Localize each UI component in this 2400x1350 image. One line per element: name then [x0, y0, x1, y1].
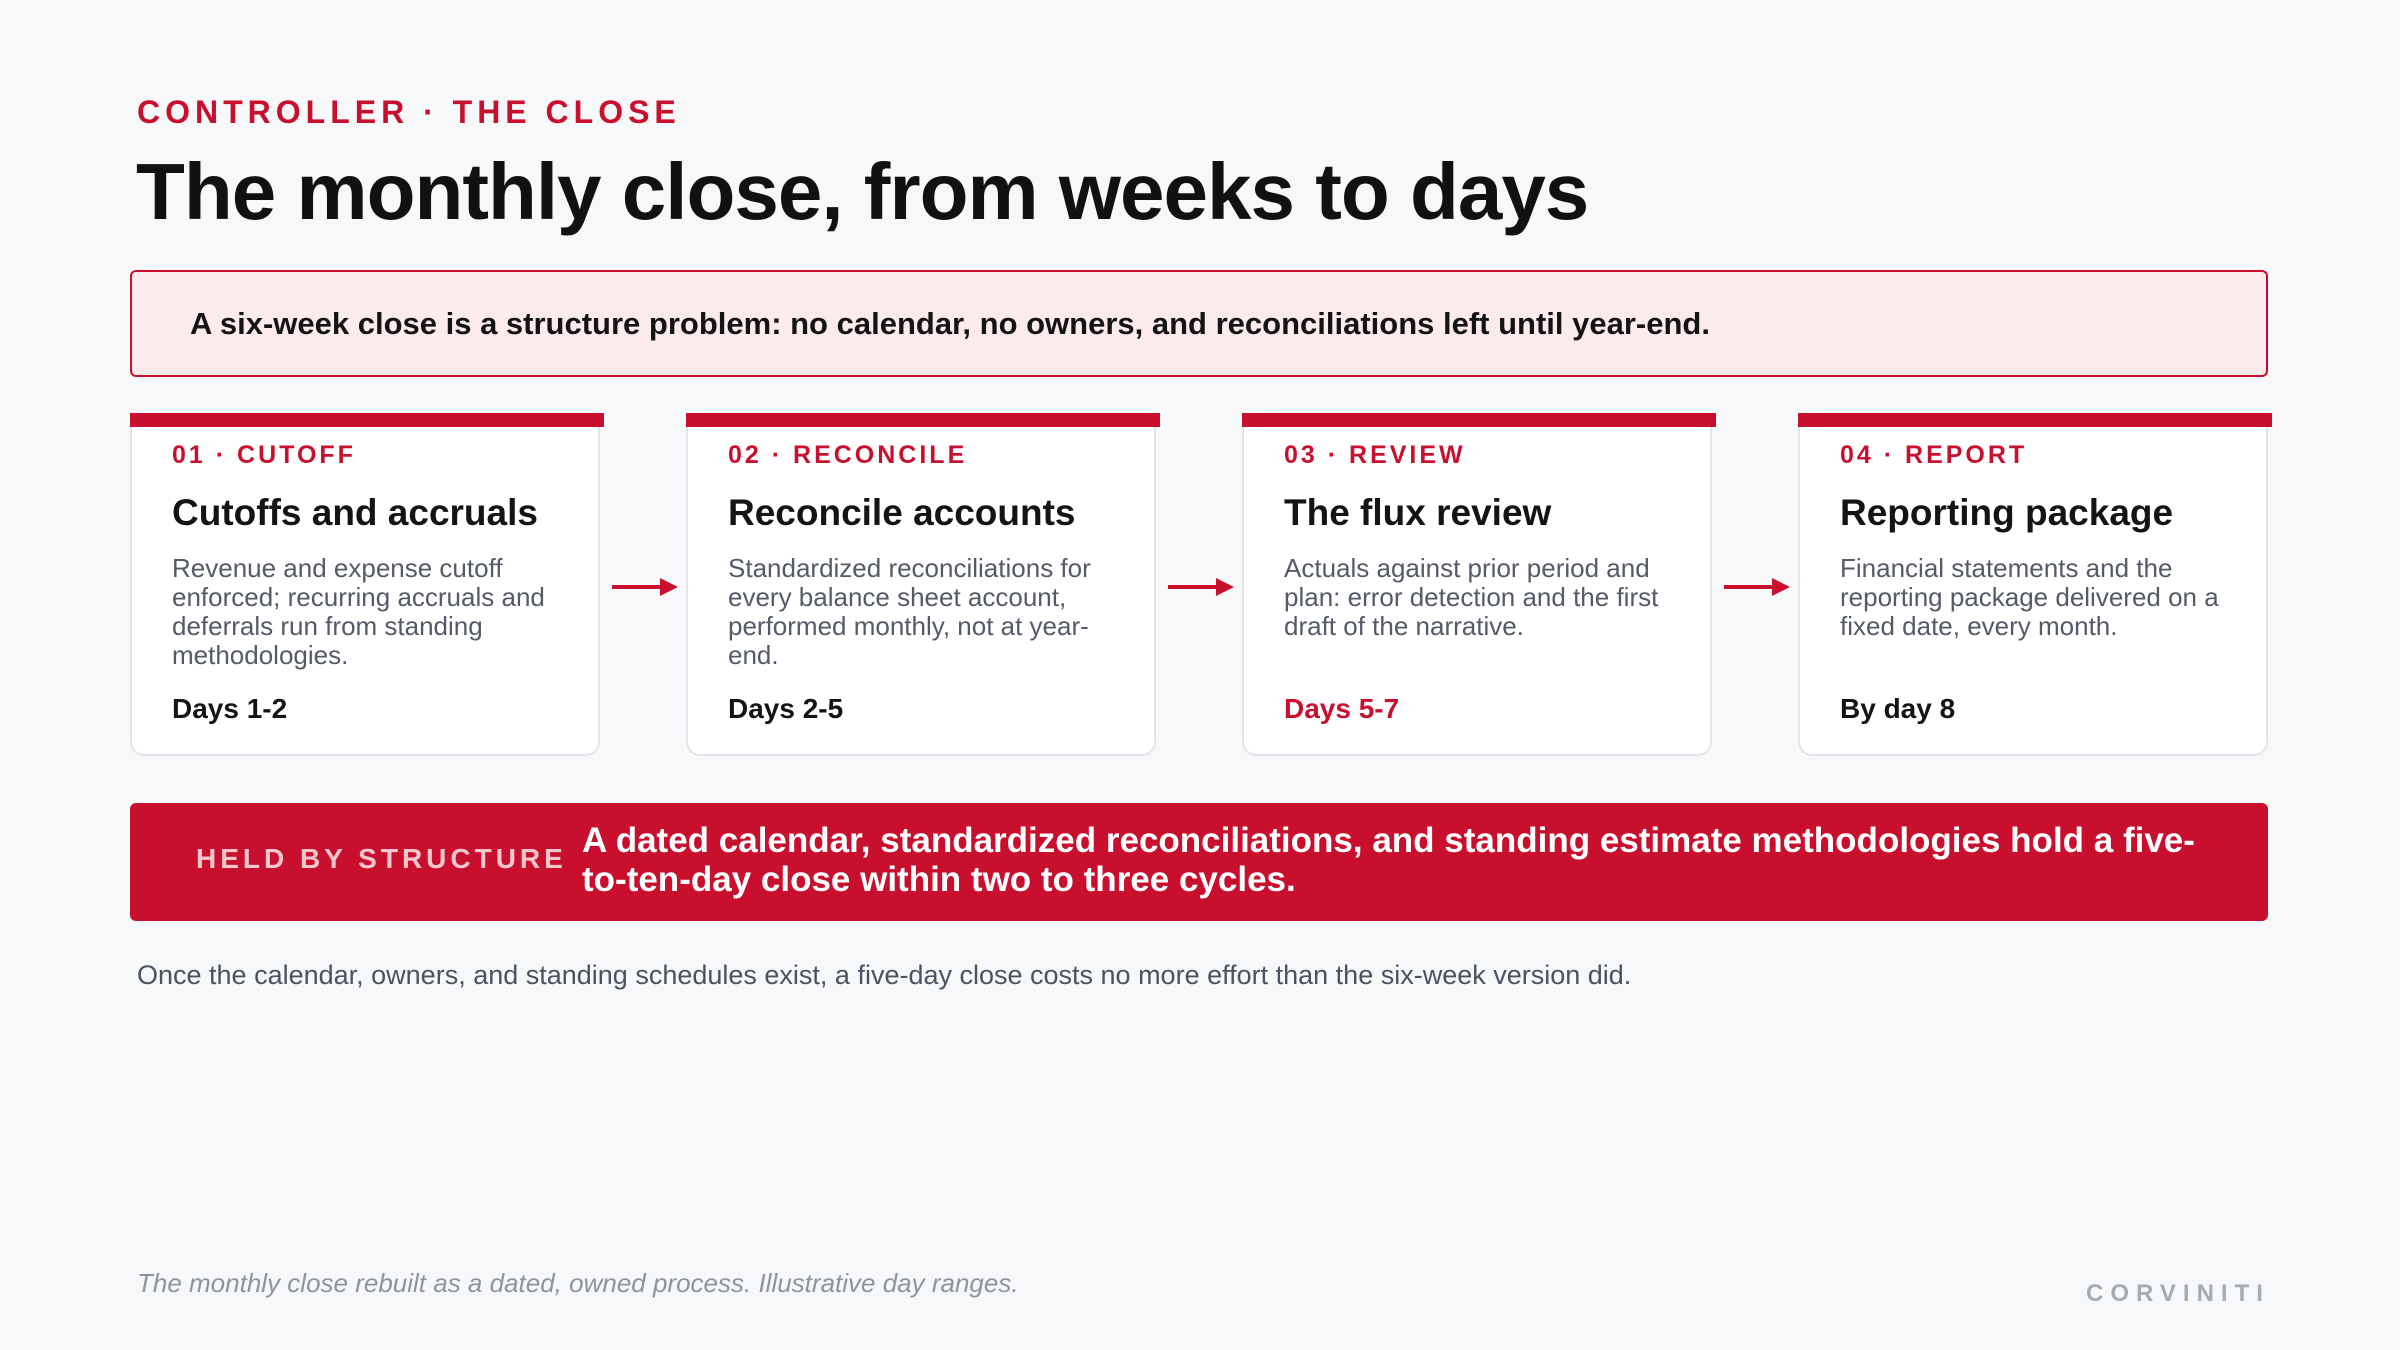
problem-callout: A six-week close is a structure problem:… — [130, 270, 2268, 377]
step-description: Actuals against prior period and plan: e… — [1284, 553, 1659, 641]
structure-banner: HELD BY STRUCTURE A dated calendar, stan… — [130, 803, 2268, 921]
eyebrow: CONTROLLER · THE CLOSE — [137, 94, 681, 130]
step-title: Cutoffs and accruals — [172, 492, 538, 533]
callout-text: A six-week close is a structure problem:… — [190, 305, 1710, 341]
banner-text: A dated calendar, standardized reconcili… — [582, 821, 2195, 899]
supporting-note: Once the calendar, owners, and standing … — [137, 960, 1632, 990]
step-days: Days 1-2 — [172, 693, 288, 724]
step-title: Reconcile accounts — [728, 492, 1076, 533]
step-tag: 03 · REVIEW — [1284, 441, 1466, 469]
card-accent-bar — [1798, 413, 2272, 427]
brand-wordmark: CORVINITI — [2086, 1280, 2270, 1307]
card-accent-bar — [130, 413, 604, 427]
step-tag: 04 · REPORT — [1840, 441, 2028, 469]
step-tag: 01 · CUTOFF — [172, 441, 356, 469]
step-description: Financial statements and the reporting p… — [1840, 553, 2219, 641]
step-days: Days 2-5 — [728, 693, 844, 724]
step-tag: 02 · RECONCILE — [728, 441, 968, 469]
step-description: Revenue and expense cutoff enforced; rec… — [172, 553, 545, 670]
step-card-review: 03 · REVIEW The flux review Actuals agai… — [1242, 413, 1716, 756]
step-description: Standardized reconciliations for every b… — [728, 553, 1091, 670]
footer-caption: The monthly close rebuilt as a dated, ow… — [137, 1268, 1019, 1298]
step-card-report: 04 · REPORT Reporting package Financial … — [1798, 413, 2272, 756]
step-title: Reporting package — [1840, 492, 2174, 533]
banner-label: HELD BY STRUCTURE — [196, 843, 567, 874]
process-steps: 01 · CUTOFF Cutoffs and accruals Revenue… — [130, 413, 2272, 756]
arrow-right-icon — [1724, 578, 1790, 596]
arrow-right-icon — [612, 578, 678, 596]
step-card-reconcile: 02 · RECONCILE Reconcile accounts Standa… — [686, 413, 1160, 756]
step-card-cutoff: 01 · CUTOFF Cutoffs and accruals Revenue… — [130, 413, 604, 756]
card-accent-bar — [686, 413, 1160, 427]
card-accent-bar — [1242, 413, 1716, 427]
step-title: The flux review — [1284, 492, 1552, 533]
step-days: By day 8 — [1840, 693, 1956, 724]
page-title: The monthly close, from weeks to days — [136, 147, 1589, 236]
arrow-right-icon — [1168, 578, 1234, 596]
step-days: Days 5-7 — [1284, 693, 1400, 724]
